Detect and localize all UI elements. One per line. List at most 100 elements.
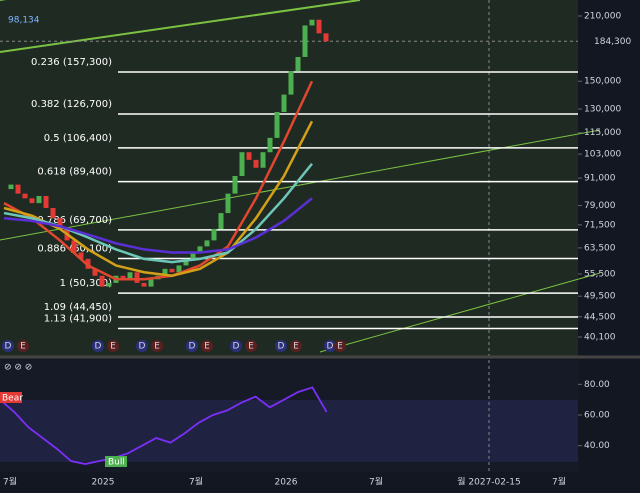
fib-label: 0.618 (89,400) [37,167,112,178]
event-marker-label: E [154,342,160,352]
candle [71,240,77,253]
candle [148,279,154,287]
pane-icons[interactable]: ⊘ ⊘ ⊘ [4,363,32,373]
event-marker[interactable] [290,340,302,352]
price-pane [0,0,578,357]
event-marker-label: D [139,342,146,352]
moving-average [3,120,314,278]
candle [260,152,266,168]
candle [36,195,42,204]
candle [127,272,133,280]
candle [295,56,301,72]
candle [323,33,329,42]
moving-average [3,197,313,254]
fib-label: 1 (50,300) [60,278,112,289]
candle [106,282,112,287]
event-marker-label: D [5,342,12,352]
candle [183,258,189,266]
candle [92,268,98,276]
event-marker-label: E [337,342,343,352]
event-marker[interactable] [201,340,213,352]
price-tick-label: 79,000 [584,201,616,211]
event-marker[interactable] [230,340,242,352]
event-marker[interactable] [186,340,198,352]
event-marker[interactable] [151,340,163,352]
candle [288,71,294,95]
candle [176,265,182,273]
candle [316,19,322,34]
fib-label: 1.13 (41,900) [44,313,112,324]
price-tick-label: 91,000 [584,174,616,184]
candle [211,228,217,241]
event-marker-label: D [233,342,240,352]
event-marker-label: E [293,342,299,352]
candle [253,159,259,168]
candle [267,137,273,153]
candle [218,213,224,229]
fib-label: 0.5 (106,400) [44,133,112,144]
rsi-tick-label: 60.00 [584,411,610,421]
candle [197,246,203,253]
event-marker[interactable] [275,340,287,352]
price-tick-label: 49,500 [584,292,616,302]
candle [120,275,126,280]
event-marker[interactable] [324,340,336,352]
moving-average [3,80,314,281]
event-marker-label: D [327,342,334,352]
bear-label: Bear [2,394,23,404]
price-tick-label: 130,000 [584,104,621,114]
rsi-tick-label: 40.00 [584,441,610,451]
time-label: 7월 [3,476,17,488]
event-marker[interactable] [17,340,29,352]
time-label: 7월 [552,476,566,488]
price-tick-label: 103,000 [584,150,621,160]
event-marker-label: D [189,342,196,352]
bear-tag [0,392,22,403]
candle [78,252,84,259]
candle [190,252,196,259]
time-label: 7월 [369,476,383,488]
candle [99,275,105,287]
price-tick-label: 71,500 [584,220,616,230]
candle [302,25,308,57]
price-tick-label: 115,000 [584,128,621,138]
rsi-band [0,400,578,462]
rsi-line [0,386,328,465]
candle [274,111,280,138]
candle [232,176,238,194]
time-label: 2025 [92,478,115,488]
candle [22,193,28,199]
event-marker[interactable] [107,340,119,352]
candle [8,184,14,190]
rsi-tick-label: 80.00 [584,380,610,390]
price-tick-label: 210,000 [584,12,621,22]
candle [246,152,252,160]
event-marker-label: E [248,342,254,352]
fib-label: 0.236 (157,300) [31,57,112,68]
fib-label: 0.382 (126,700) [31,99,112,110]
candle [309,19,315,26]
price-tick-label: 150,000 [584,77,621,87]
event-marker[interactable] [245,340,257,352]
time-label: 2026 [275,478,298,488]
event-marker[interactable] [92,340,104,352]
candle [204,240,210,247]
candle [57,218,63,229]
event-marker[interactable] [2,340,14,352]
event-marker[interactable] [136,340,148,352]
event-marker-label: E [204,342,210,352]
bull-tag [105,456,127,467]
trend-line [319,272,601,353]
candle [29,198,35,204]
candle [225,193,231,214]
price-tick-label: 63,500 [584,243,616,253]
candle [281,94,287,112]
bull-label: Bull [108,458,125,468]
event-marker-label: E [20,342,26,352]
candle [15,184,21,194]
candle [169,268,175,273]
event-marker-label: D [95,342,102,352]
fib-label: 0.786 (69,700) [37,215,112,226]
event-marker[interactable] [334,340,346,352]
